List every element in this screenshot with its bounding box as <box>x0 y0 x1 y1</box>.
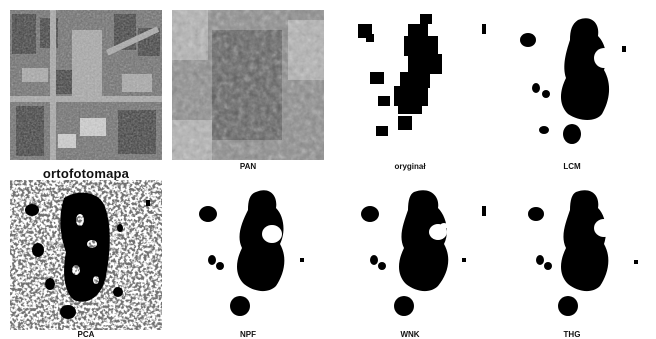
wnk-mask <box>334 180 486 330</box>
caption-lcm: LCM <box>563 162 581 171</box>
caption-npf: NPF <box>240 330 256 339</box>
pan-image <box>172 10 324 160</box>
caption-pan: PAN <box>239 162 257 171</box>
lcm-mask <box>496 10 648 160</box>
caption-ortofotomapa: ortofotomapa <box>42 166 130 181</box>
pca-mask <box>10 180 162 330</box>
original-mask <box>334 10 486 160</box>
caption-pca: PCA <box>77 330 95 339</box>
orthophoto-image <box>10 10 162 160</box>
npf-mask <box>172 180 324 330</box>
caption-oryginal: oryginał <box>394 162 426 171</box>
caption-wnk: WNK <box>400 330 420 339</box>
thg-mask <box>496 180 648 330</box>
caption-thg: THG <box>563 330 581 339</box>
